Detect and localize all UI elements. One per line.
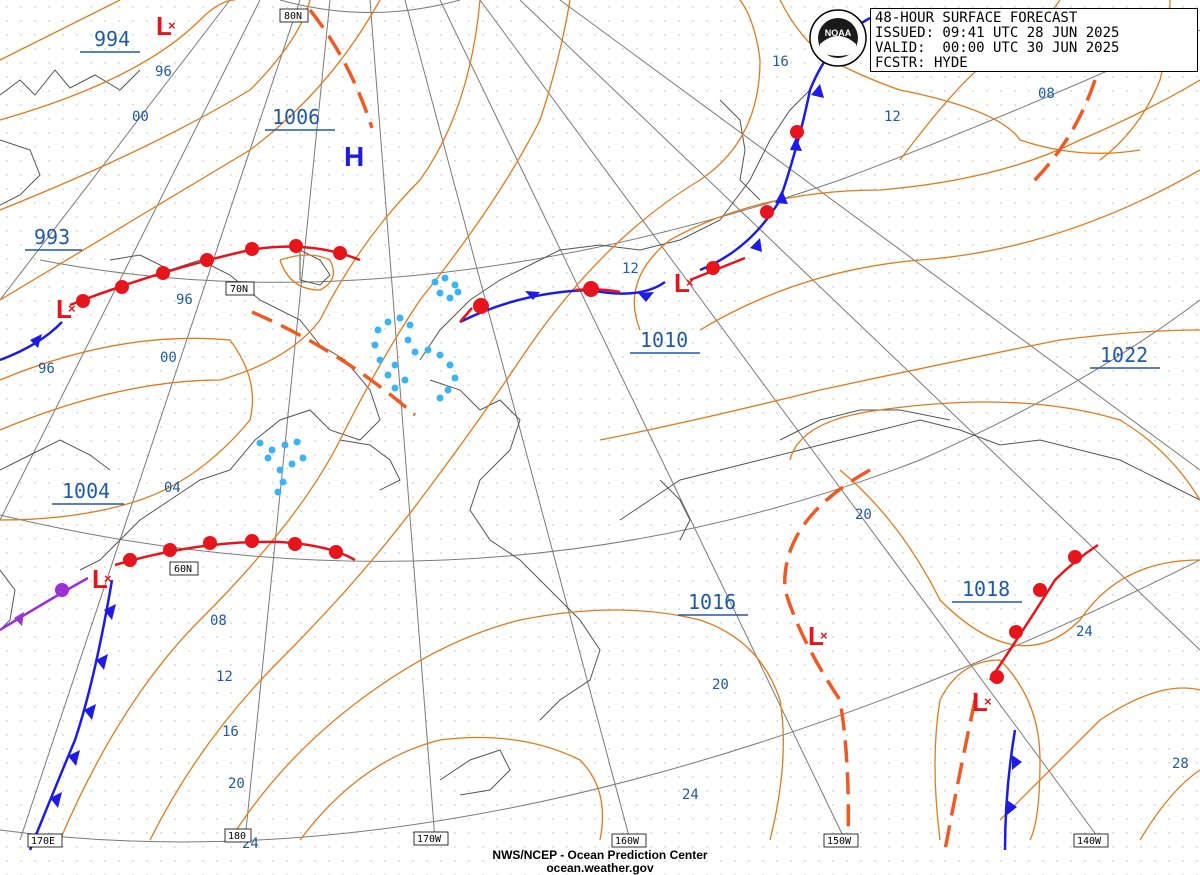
svg-text:L: L bbox=[808, 621, 824, 651]
isobar-label: 24 bbox=[1076, 624, 1093, 640]
isobar-label: 96 bbox=[155, 64, 172, 80]
pressure-993: 993 bbox=[34, 225, 70, 249]
low-symbol: L× bbox=[56, 294, 76, 324]
svg-text:×: × bbox=[104, 571, 112, 586]
isobar-label: 12 bbox=[884, 109, 901, 125]
isobar-label: 12 bbox=[622, 261, 639, 277]
low-symbol: L× bbox=[156, 11, 176, 41]
svg-text:L: L bbox=[56, 294, 72, 324]
svg-text:L: L bbox=[972, 687, 988, 717]
svg-text:L: L bbox=[674, 268, 690, 298]
svg-text:L: L bbox=[156, 11, 172, 41]
lon-170e-label: 170E bbox=[31, 836, 55, 847]
isobar-label: 08 bbox=[210, 613, 227, 629]
lon-140w-label: 140W bbox=[1077, 836, 1102, 847]
header-forecaster: FCSTR: HYDE bbox=[875, 55, 968, 71]
isobar-label: 04 bbox=[164, 480, 181, 496]
occluded-front bbox=[0, 576, 89, 632]
pressure-994: 994 bbox=[94, 27, 130, 51]
svg-text:L: L bbox=[92, 564, 108, 594]
lon-170w-label: 170W bbox=[417, 834, 442, 845]
svg-text:×: × bbox=[820, 628, 828, 643]
pressure-1022: 1022 bbox=[1100, 343, 1148, 367]
header-issued: ISSUED: 09:41 UTC 28 JUN 2025 bbox=[875, 25, 1120, 41]
lat-60n-label: 60N bbox=[174, 564, 192, 575]
isobar-label: 00 bbox=[160, 350, 177, 366]
isobar-label: 24 bbox=[682, 787, 699, 803]
isobar-label: 16 bbox=[222, 724, 239, 740]
low-symbol: L× bbox=[808, 621, 828, 651]
svg-text:×: × bbox=[168, 18, 176, 33]
pressure-1006: 1006 bbox=[272, 105, 320, 129]
isobar-label: 12 bbox=[216, 669, 233, 685]
svg-text:×: × bbox=[686, 275, 694, 290]
svg-text:×: × bbox=[68, 301, 76, 316]
isobar-label: 16 bbox=[772, 54, 789, 70]
isobar-label: 20 bbox=[855, 507, 872, 523]
high-pressure-symbol: H bbox=[344, 141, 364, 172]
svg-text:NOAA: NOAA bbox=[825, 28, 852, 38]
lat-80n-label: 80N bbox=[284, 11, 302, 22]
isobar-label: 20 bbox=[712, 677, 729, 693]
isobar-label: 20 bbox=[228, 776, 245, 792]
isobar-label: 96 bbox=[176, 292, 193, 308]
isobar-label: 08 bbox=[1038, 86, 1055, 102]
troughs bbox=[251, 8, 1097, 851]
low-symbol: L× bbox=[92, 564, 112, 594]
noaa-logo: NOAA bbox=[808, 8, 868, 68]
cold-front-triangles bbox=[30, 84, 1022, 815]
isobars bbox=[0, 0, 1200, 841]
footer-agency: NWS/NCEP - Ocean Prediction Center bbox=[492, 848, 708, 862]
isobar-label: 00 bbox=[132, 109, 149, 125]
lon-160w-label: 160W bbox=[615, 836, 640, 847]
isobar-value-labels: 96 00 96 00 96 04 08 12 16 20 24 12 16 1… bbox=[38, 54, 1189, 852]
coastlines bbox=[0, 69, 1200, 796]
low-symbol: L× bbox=[972, 687, 992, 717]
pressure-center-labels: 994 1006 993 1004 1010 1022 1016 1018 bbox=[25, 27, 1160, 616]
footer-website: ocean.weather.gov bbox=[546, 861, 654, 875]
warm-front-semicircles bbox=[76, 125, 1082, 684]
low-symbol: L× bbox=[674, 268, 694, 298]
graticule-labels: 80N 70N 60N 170E 180 170W 160W 150W 140W bbox=[27, 8, 1109, 848]
low-pressure-symbols: L× L× L× L× L× L× bbox=[56, 11, 992, 717]
pressure-1018: 1018 bbox=[962, 577, 1010, 601]
isobar-label: 28 bbox=[1172, 756, 1189, 772]
header-valid: VALID: 00:00 UTC 30 JUN 2025 bbox=[875, 40, 1120, 56]
pressure-1010: 1010 bbox=[640, 328, 688, 352]
pressure-1004: 1004 bbox=[62, 479, 110, 503]
svg-text:×: × bbox=[984, 694, 992, 709]
precipitation-dots bbox=[256, 274, 462, 496]
lon-180-label: 180 bbox=[228, 831, 246, 842]
pressure-1016: 1016 bbox=[688, 590, 736, 614]
header-title: 48-HOUR SURFACE FORECAST bbox=[875, 10, 1078, 26]
lat-70n-label: 70N bbox=[230, 284, 248, 295]
lon-150w-label: 150W bbox=[827, 836, 852, 847]
forecast-header-box: 48-HOUR SURFACE FORECAST ISSUED: 09:41 U… bbox=[870, 8, 1198, 72]
isobar-label: 96 bbox=[38, 361, 55, 377]
